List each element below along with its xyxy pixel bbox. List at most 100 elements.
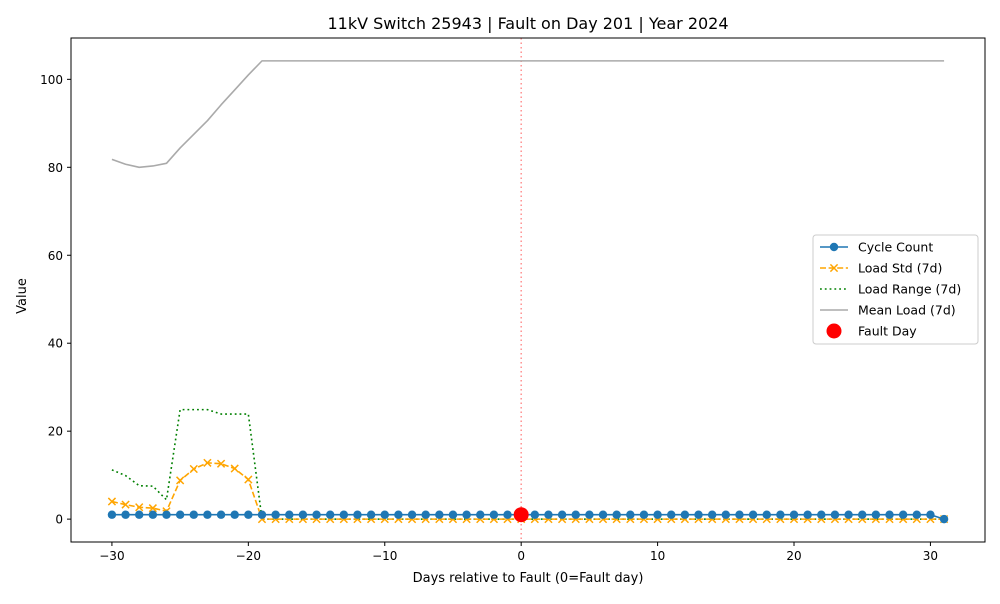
data-point-cycle-count	[939, 514, 949, 524]
data-point-cycle-count	[489, 510, 499, 519]
x-tick-label: −10	[372, 549, 397, 563]
data-point-load-std-7d	[107, 497, 117, 506]
data-point-load-std-7d	[244, 475, 253, 484]
data-point-cycle-count	[926, 510, 935, 519]
data-point-cycle-count	[257, 510, 267, 519]
data-point-cycle-count	[707, 510, 717, 519]
y-tick-label: 20	[48, 425, 63, 439]
data-point-cycle-count	[298, 510, 308, 519]
legend-marker-cycle-count	[829, 242, 839, 252]
x-tick-label: 20	[786, 549, 801, 563]
data-point-cycle-count	[366, 510, 376, 519]
data-point-cycle-count	[830, 510, 840, 519]
data-point-cycle-count	[680, 510, 690, 519]
data-point-cycle-count	[858, 510, 867, 519]
data-point-cycle-count	[107, 510, 117, 519]
data-point-cycle-count	[557, 510, 567, 519]
data-point-cycle-count	[912, 510, 921, 519]
plot-area	[107, 38, 949, 542]
legend-label-cycle-count: Cycle Count	[858, 240, 933, 255]
x-tick-label: 30	[923, 549, 938, 563]
data-point-cycle-count	[312, 510, 321, 519]
data-point-cycle-count	[585, 510, 594, 519]
x-tick-label: 10	[650, 549, 665, 563]
data-point-cycle-count	[407, 510, 417, 519]
x-axis-label: Days relative to Fault (0=Fault day)	[413, 571, 644, 586]
data-point-cycle-count	[462, 510, 471, 519]
data-point-cycle-count	[421, 510, 430, 519]
x-tick-label: −30	[99, 549, 124, 563]
data-point-cycle-count	[175, 510, 185, 519]
data-point-cycle-count	[871, 510, 881, 519]
data-point-cycle-count	[230, 510, 239, 519]
chart-title: 11kV Switch 25943 | Fault on Day 201 | Y…	[327, 14, 728, 33]
data-point-cycle-count	[571, 510, 580, 519]
fault-day-marker	[513, 507, 529, 523]
data-point-cycle-count	[639, 510, 649, 519]
data-point-cycle-count	[325, 510, 335, 519]
data-point-cycle-count	[721, 510, 731, 519]
data-point-cycle-count	[612, 510, 621, 519]
data-point-load-std-7d	[189, 464, 198, 474]
data-point-cycle-count	[339, 510, 349, 519]
data-point-cycle-count	[598, 510, 608, 519]
data-point-cycle-count	[435, 510, 444, 519]
data-point-cycle-count	[544, 510, 553, 519]
data-point-cycle-count	[776, 510, 785, 519]
data-point-cycle-count	[817, 510, 826, 519]
data-point-load-std-7d	[230, 464, 239, 473]
data-point-load-std-7d	[148, 504, 157, 513]
data-point-cycle-count	[762, 510, 771, 519]
data-point-cycle-count	[653, 510, 662, 519]
data-point-cycle-count	[503, 510, 512, 519]
data-point-cycle-count	[476, 510, 485, 519]
data-point-cycle-count	[135, 510, 144, 519]
legend-marker-load-std-7d	[829, 263, 839, 273]
data-point-cycle-count	[285, 510, 294, 519]
data-point-load-std-7d	[121, 500, 130, 509]
y-axis-label: Value	[15, 278, 30, 314]
data-point-cycle-count	[216, 510, 226, 519]
axes-frame	[70, 37, 986, 543]
data-point-cycle-count	[898, 510, 908, 519]
data-point-cycle-count	[803, 510, 812, 519]
series-line-mean-load-7d	[111, 60, 945, 169]
legend-label-load-range-7d: Load Range (7d)	[858, 282, 961, 297]
data-point-cycle-count	[530, 510, 540, 519]
data-point-cycle-count	[148, 510, 158, 519]
data-point-cycle-count	[203, 510, 212, 519]
y-tick-label: 40	[48, 337, 63, 351]
data-point-cycle-count	[735, 510, 744, 519]
data-point-cycle-count	[244, 510, 253, 519]
legend-box	[812, 234, 979, 345]
y-tick-label: 100	[40, 73, 63, 87]
data-point-load-std-7d	[135, 503, 144, 512]
data-point-load-std-7d	[216, 459, 226, 468]
legend: Cycle Count Load Std (7d) Load Range (7d) M…	[812, 234, 979, 345]
data-point-cycle-count	[271, 510, 280, 519]
axes: −30 −20 −10 0 10 20 30 0 20 40 60 80 100	[40, 37, 986, 563]
data-point-cycle-count	[448, 510, 458, 519]
legend-label-mean-load-7d: Mean Load (7d)	[858, 303, 956, 318]
data-point-cycle-count	[885, 510, 894, 519]
plot-series-group	[107, 38, 949, 542]
data-point-cycle-count	[844, 510, 853, 519]
x-tick-label: −20	[236, 549, 261, 563]
data-point-load-std-7d	[176, 476, 185, 485]
y-tick-label: 80	[48, 161, 63, 175]
legend-label-fault-day: Fault Day	[858, 324, 917, 339]
data-point-cycle-count	[748, 510, 758, 519]
data-point-cycle-count	[667, 510, 676, 519]
data-point-cycle-count	[353, 510, 362, 519]
data-point-cycle-count	[394, 510, 403, 519]
y-tick-label: 0	[55, 513, 63, 527]
legend-label-load-std-7d: Load Std (7d)	[858, 261, 942, 276]
y-tick-label: 60	[48, 249, 63, 263]
data-point-cycle-count	[380, 510, 389, 519]
data-point-cycle-count	[162, 510, 171, 519]
data-point-cycle-count	[694, 510, 703, 519]
x-tick-label: 0	[517, 549, 525, 563]
data-point-cycle-count	[121, 510, 130, 519]
